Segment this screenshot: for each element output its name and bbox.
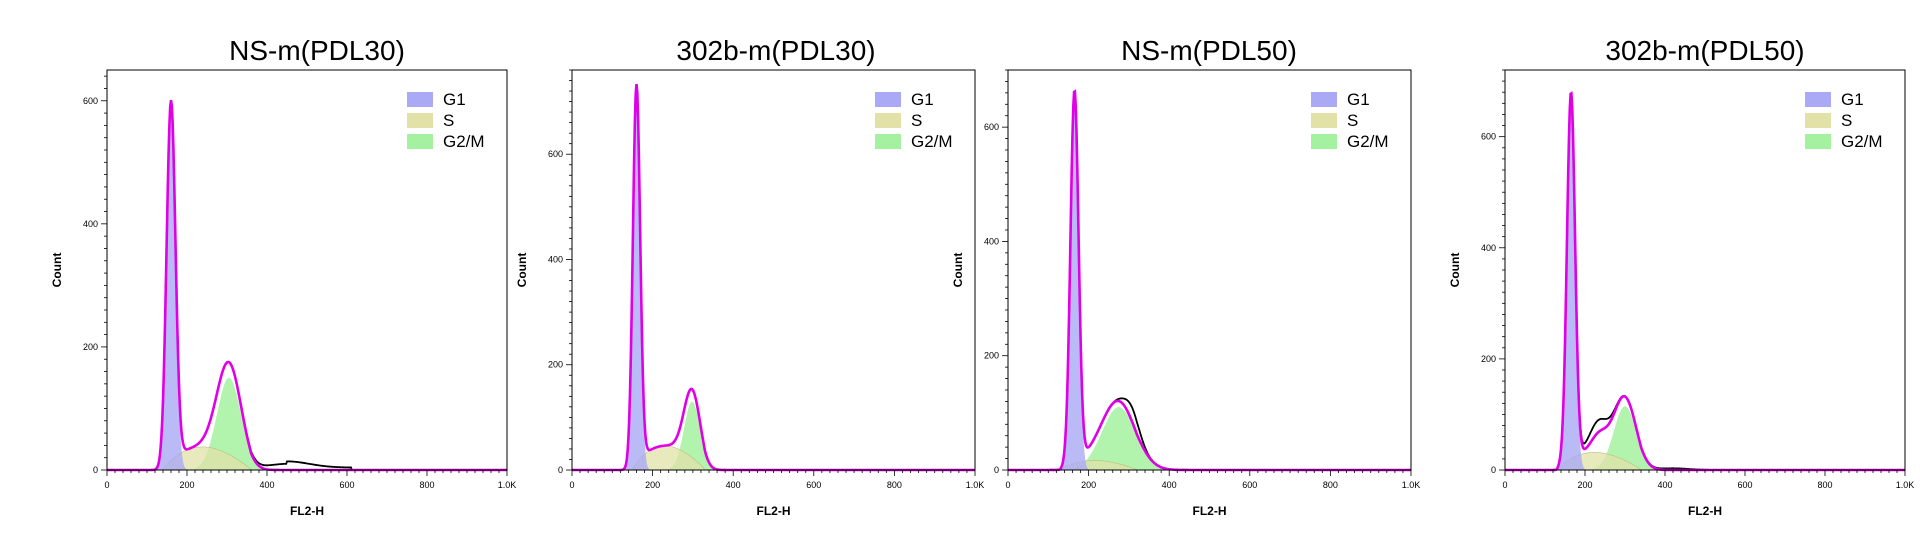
x-tick-label: 600 (806, 480, 821, 490)
x-tick-label: 400 (259, 480, 274, 490)
y-tick-label: 200 (548, 360, 563, 370)
x-axis-label: FL2-H (1193, 504, 1227, 518)
y-tick-label: 0 (994, 465, 999, 475)
y-tick-label: 200 (83, 342, 98, 352)
y-axis-label: Count (515, 253, 529, 288)
x-tick-label: 200 (1081, 480, 1096, 490)
x-tick-label: 0 (1502, 480, 1507, 490)
legend-swatch-s (407, 113, 433, 128)
legend-label: G2/M (1841, 132, 1883, 151)
y-tick-label: 0 (93, 465, 98, 475)
legend-label: G2/M (443, 132, 485, 151)
y-tick-label: 200 (984, 351, 999, 361)
x-tick-label: 800 (419, 480, 434, 490)
y-tick-label: 600 (984, 122, 999, 132)
x-axis-label: FL2-H (1688, 504, 1722, 518)
x-axis-label: FL2-H (290, 504, 324, 518)
y-axis-label: Count (50, 253, 64, 288)
legend-label: S (911, 111, 922, 130)
x-tick-label: 1.0K (1402, 480, 1421, 490)
y-tick-label: 600 (83, 96, 98, 106)
y-tick-label: 400 (83, 219, 98, 229)
x-tick-label: 800 (1323, 480, 1338, 490)
x-tick-label: 200 (645, 480, 660, 490)
y-tick-label: 600 (548, 149, 563, 159)
legend-label: S (1347, 111, 1358, 130)
legend-swatch-g2m (1805, 134, 1831, 149)
y-tick-label: 0 (1491, 465, 1496, 475)
x-tick-label: 800 (887, 480, 902, 490)
x-axis-label: FL2-H (757, 504, 791, 518)
panel-1: 0 200 400 600 0 200 400 600 800 1.0K NS-m(PDL30) FL… (50, 35, 516, 518)
x-tick-label: 1.0K (498, 480, 517, 490)
y-tick-label: 600 (1481, 132, 1496, 142)
y-tick-label: 200 (1481, 354, 1496, 364)
y-tick-label: 400 (1481, 243, 1496, 253)
chart-title: NS-m(PDL30) (229, 35, 405, 66)
legend-swatch-s (875, 113, 901, 128)
x-tick-label: 600 (339, 480, 354, 490)
legend-swatch-s (1311, 113, 1337, 128)
x-tick-label: 0 (569, 480, 574, 490)
x-tick-label: 400 (1657, 480, 1672, 490)
legend-label: G1 (1347, 90, 1370, 109)
panel-3: 0 200 400 600 0 200 400 600 800 1.0K NS-m(PDL50) FL… (951, 35, 1420, 518)
chart-title: 302b-m(PDL50) (1605, 35, 1804, 66)
x-tick-label: 600 (1737, 480, 1752, 490)
legend-swatch-g2m (407, 134, 433, 149)
legend-label: S (443, 111, 454, 130)
chart-title: NS-m(PDL50) (1121, 35, 1297, 66)
x-tick-label: 200 (179, 480, 194, 490)
x-tick-label: 0 (104, 480, 109, 490)
legend-label: G1 (443, 90, 466, 109)
legend-label: G2/M (1347, 132, 1389, 151)
panel-2: 0 200 400 600 0 200 400 600 800 1.0K 302b-m(PDL30)… (515, 35, 984, 518)
legend-swatch-g2m (875, 134, 901, 149)
x-tick-label: 0 (1005, 480, 1010, 490)
x-tick-label: 1.0K (966, 480, 985, 490)
legend-label: G2/M (911, 132, 953, 151)
legend-label: G1 (911, 90, 934, 109)
x-tick-label: 600 (1242, 480, 1257, 490)
legend-swatch-g1 (1311, 92, 1337, 107)
x-tick-label: 200 (1577, 480, 1592, 490)
x-tick-label: 800 (1817, 480, 1832, 490)
y-axis-label: Count (1448, 253, 1462, 288)
legend-swatch-g1 (875, 92, 901, 107)
legend-swatch-g1 (407, 92, 433, 107)
panel-4: 0 200 400 600 0 200 400 600 800 1.0K 302b-m(PDL50)… (1448, 35, 1914, 518)
legend-swatch-g2m (1311, 134, 1337, 149)
x-tick-label: 1.0K (1896, 480, 1915, 490)
y-tick-label: 0 (558, 465, 563, 475)
g2m-area (1008, 407, 1411, 470)
legend-swatch-s (1805, 113, 1831, 128)
y-tick-label: 400 (548, 254, 563, 264)
x-tick-label: 400 (726, 480, 741, 490)
x-tick-label: 400 (1162, 480, 1177, 490)
y-axis-label: Count (951, 253, 965, 288)
legend-swatch-g1 (1805, 92, 1831, 107)
chart-title: 302b-m(PDL30) (676, 35, 875, 66)
legend-label: S (1841, 111, 1852, 130)
y-tick-label: 400 (984, 236, 999, 246)
legend-label: G1 (1841, 90, 1864, 109)
